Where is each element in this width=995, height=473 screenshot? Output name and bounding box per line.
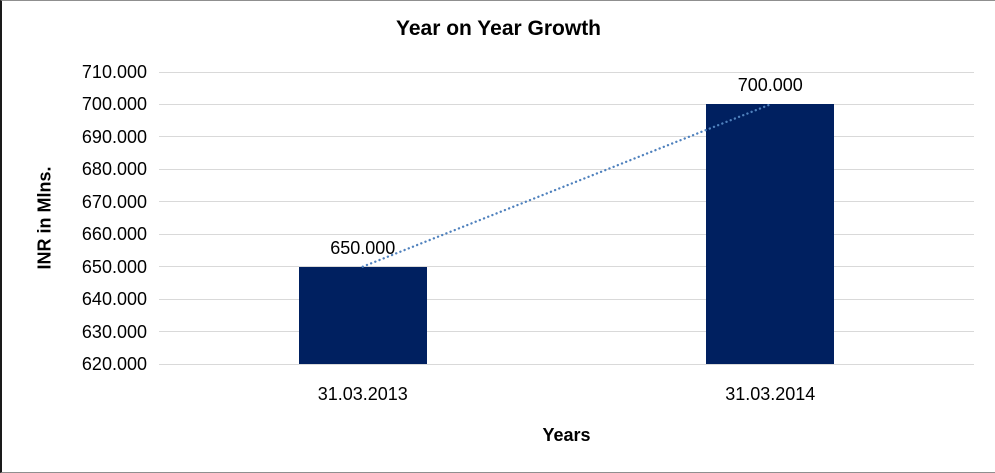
y-tick-label: 710.000 bbox=[81, 62, 147, 82]
y-tick-label: 680.000 bbox=[81, 159, 147, 180]
bar-31.03.2013 bbox=[298, 266, 427, 364]
y-tick-label: 650.000 bbox=[81, 256, 147, 277]
plot-area: 650.000 700.000 bbox=[159, 71, 974, 365]
gridline bbox=[159, 331, 974, 333]
x-axis-title: Years bbox=[542, 425, 591, 445]
y-tick-label: 620.000 bbox=[81, 354, 147, 374]
y-tick-label: 670.000 bbox=[81, 191, 147, 212]
gridline bbox=[159, 233, 974, 235]
y-tick-label: 630.000 bbox=[81, 321, 147, 342]
gridline bbox=[159, 363, 974, 365]
gridline bbox=[159, 266, 974, 268]
data-label: 650.000 bbox=[330, 237, 396, 258]
y-axis-tick-labels: 620.000 630.000 640.000 650.000 660.000 670.0… bbox=[2, 1, 147, 472]
y-tick-label: 640.000 bbox=[81, 289, 147, 310]
x-tick-label: 31.03.2014 bbox=[725, 384, 816, 404]
y-tick-label: 660.000 bbox=[81, 224, 147, 245]
bar-31.03.2014 bbox=[706, 104, 835, 364]
y-tick-label: 700.000 bbox=[81, 94, 147, 115]
gridline bbox=[159, 136, 974, 138]
chart-title: Year on Year Growth bbox=[395, 17, 602, 40]
data-label: 700.000 bbox=[737, 75, 803, 96]
gridline bbox=[159, 298, 974, 300]
gridline bbox=[159, 201, 974, 203]
gridline bbox=[159, 103, 974, 105]
y-tick-label: 690.000 bbox=[81, 126, 147, 147]
gridline bbox=[159, 71, 974, 73]
gridline bbox=[159, 168, 974, 170]
x-tick-label: 31.03.2013 bbox=[317, 384, 408, 404]
trendline bbox=[361, 103, 772, 268]
